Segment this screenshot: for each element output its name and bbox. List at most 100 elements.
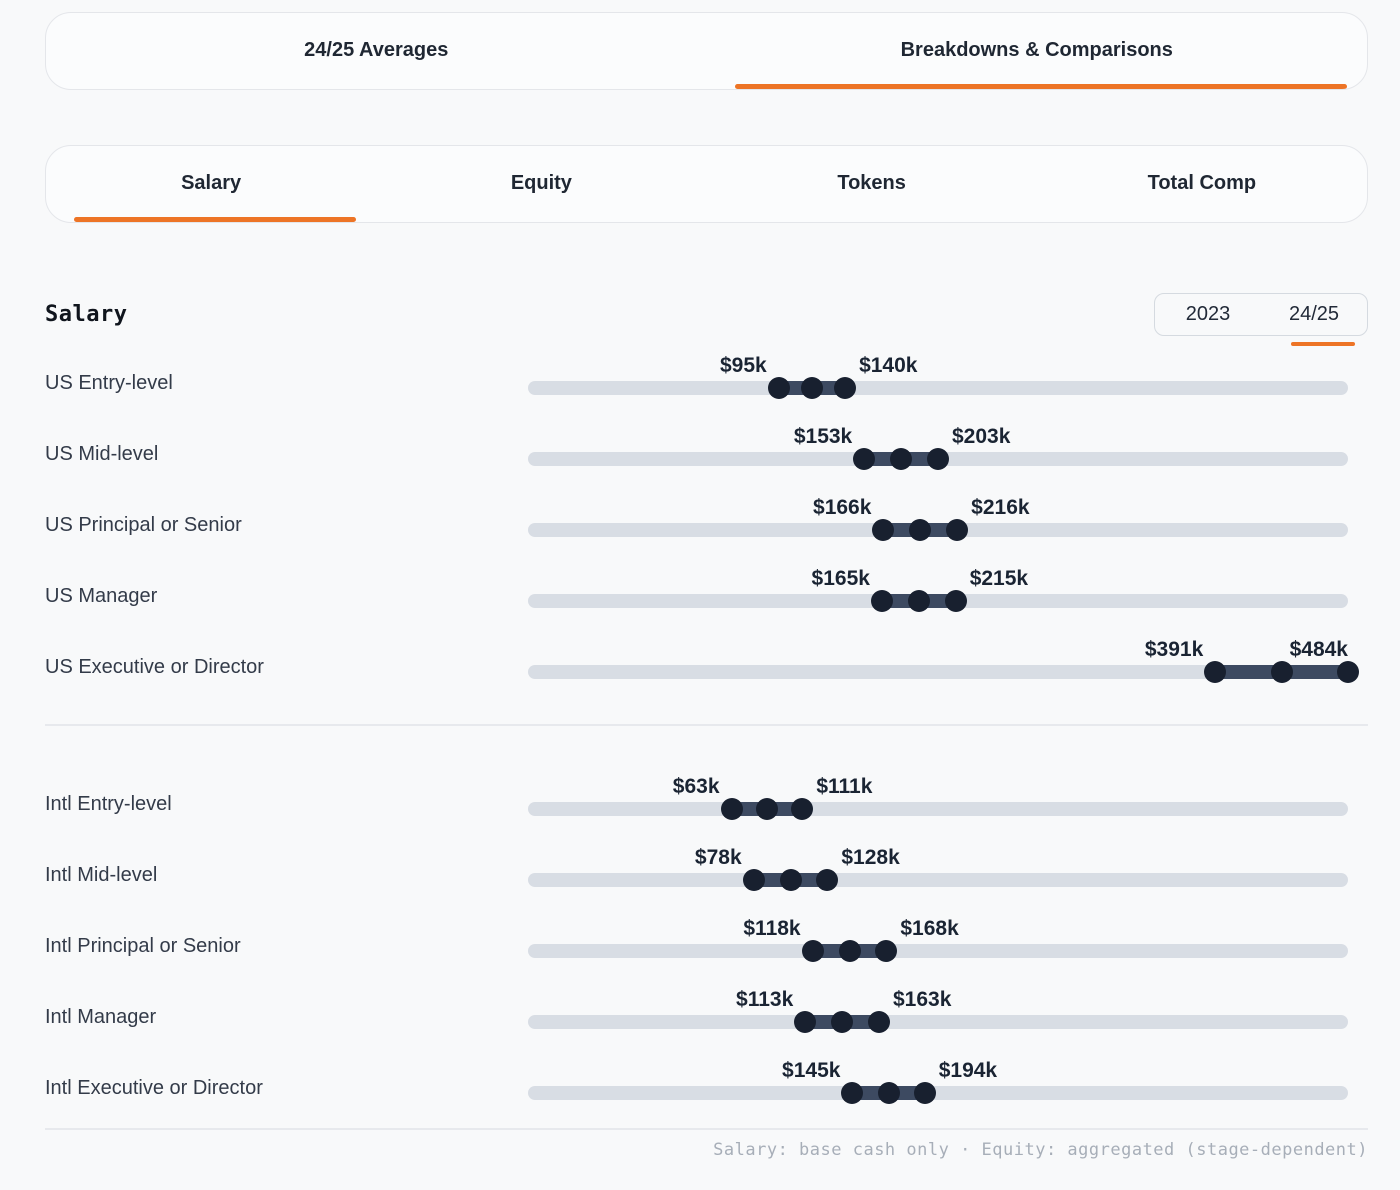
min-value-label: $63k xyxy=(672,774,720,798)
min-value-label: $165k xyxy=(811,566,870,590)
range-slider[interactable]: $78k $128k xyxy=(528,846,1348,891)
max-handle[interactable] xyxy=(816,868,839,891)
row-label: Intl Entry-level xyxy=(45,793,172,815)
range-slider[interactable]: $391k $484k xyxy=(528,638,1359,683)
slider-track xyxy=(528,447,1348,470)
range-slider[interactable]: $145k $194k xyxy=(528,1059,1348,1104)
slider-track xyxy=(528,518,1348,541)
mid-handle[interactable] xyxy=(755,797,778,820)
min-handle[interactable] xyxy=(841,1081,864,1104)
row-label: Intl Principal or Senior xyxy=(45,935,241,957)
slider-track xyxy=(528,1081,1348,1104)
min-value-label: $391k xyxy=(1144,637,1204,661)
max-handle[interactable] xyxy=(834,376,857,399)
range-slider[interactable]: $166k $216k xyxy=(528,496,1348,541)
min-handle[interactable] xyxy=(853,447,876,470)
max-value-label: $168k xyxy=(900,916,959,940)
salary-row: Intl Executive or Director $145k $194k xyxy=(45,1057,1348,1128)
range-slider[interactable]: $113k $163k xyxy=(528,988,1348,1033)
section-title: Salary xyxy=(45,301,128,327)
max-handle[interactable] xyxy=(944,589,967,612)
salary-row: Intl Mid-level $78k $128k xyxy=(45,844,1348,915)
max-handle[interactable] xyxy=(1337,660,1359,683)
slider-track xyxy=(528,939,1348,962)
mid-handle[interactable] xyxy=(909,518,932,541)
salary-row: US Entry-level $95k $140k xyxy=(45,352,1348,423)
footer-divider xyxy=(45,1128,1368,1130)
tab-breakdowns-comparisons[interactable]: Breakdowns & Comparisons xyxy=(707,13,1368,89)
max-value-label: $194k xyxy=(938,1058,998,1082)
row-label: US Entry-level xyxy=(45,372,173,394)
row-label: Intl Executive or Director xyxy=(45,1077,263,1099)
min-handle[interactable] xyxy=(872,518,895,541)
salary-row: Intl Entry-level $63k $111k xyxy=(45,773,1348,844)
year-option-2023[interactable]: 2023 xyxy=(1185,302,1231,325)
mid-handle[interactable] xyxy=(907,589,930,612)
salary-row: US Executive or Director $391k $484k xyxy=(45,636,1359,707)
view-tabbar: 24/25 Averages Breakdowns & Comparisons xyxy=(45,12,1368,90)
tab-total-comp[interactable]: Total Comp xyxy=(1147,172,1257,194)
max-value-label: $215k xyxy=(969,566,1029,590)
row-label: US Mid-level xyxy=(45,443,159,465)
max-value-label: $203k xyxy=(952,424,1011,448)
max-handle[interactable] xyxy=(913,1081,936,1104)
section-header: Salary 2023 24/25 xyxy=(45,286,1368,346)
salary-row: Intl Manager $113k $163k xyxy=(45,986,1348,1057)
min-handle[interactable] xyxy=(794,1010,817,1033)
max-value-label: $216k xyxy=(971,495,1030,519)
tab-tokens[interactable]: Tokens xyxy=(837,172,906,194)
slider-track xyxy=(528,1010,1348,1033)
tab-equity[interactable]: Equity xyxy=(510,172,572,194)
tab-salary[interactable]: Salary xyxy=(46,146,376,222)
mid-handle[interactable] xyxy=(800,376,823,399)
max-value-label: $111k xyxy=(816,774,873,798)
row-label: Intl Manager xyxy=(45,1006,157,1028)
year-option-2425[interactable]: 24/25 xyxy=(1288,302,1340,325)
row-label: US Executive or Director xyxy=(45,656,264,678)
range-slider[interactable]: $63k $111k xyxy=(528,775,1348,820)
slider-track xyxy=(528,589,1348,612)
salary-rows-us: US Entry-level $95k $140k US Mid-level $… xyxy=(45,352,1368,707)
min-handle[interactable] xyxy=(1204,660,1227,683)
salary-row: US Manager $165k $215k xyxy=(45,565,1348,636)
min-handle[interactable] xyxy=(742,868,765,891)
min-value-label: $118k xyxy=(743,916,801,940)
max-handle[interactable] xyxy=(875,939,898,962)
range-slider[interactable]: $153k $203k xyxy=(528,425,1348,470)
salary-row: US Mid-level $153k $203k xyxy=(45,423,1348,494)
tab-2425-averages[interactable]: 24/25 Averages xyxy=(304,39,449,61)
row-label: US Manager xyxy=(45,585,158,607)
slider-track xyxy=(528,797,1348,820)
mid-handle[interactable] xyxy=(890,447,913,470)
min-value-label: $153k xyxy=(793,424,853,448)
salary-rows-intl: Intl Entry-level $63k $111k Intl Mid-lev… xyxy=(45,726,1368,1128)
min-handle[interactable] xyxy=(870,589,893,612)
slider-track xyxy=(528,660,1359,683)
range-slider[interactable]: $118k $168k xyxy=(528,917,1348,962)
min-handle[interactable] xyxy=(720,797,743,820)
year-active-underline xyxy=(1291,341,1355,346)
max-handle[interactable] xyxy=(927,447,949,470)
group-divider xyxy=(45,724,1368,726)
max-handle[interactable] xyxy=(946,518,969,541)
min-value-label: $113k xyxy=(736,987,794,1011)
max-handle[interactable] xyxy=(791,797,814,820)
mid-handle[interactable] xyxy=(831,1010,854,1033)
row-label: Intl Mid-level xyxy=(45,864,158,886)
min-value-label: $78k xyxy=(694,845,742,869)
slider-track xyxy=(528,868,1348,891)
salary-row: US Principal or Senior $166k $216k xyxy=(45,494,1348,565)
range-slider[interactable]: $95k $140k xyxy=(528,354,1348,399)
max-handle[interactable] xyxy=(868,1010,890,1033)
min-handle[interactable] xyxy=(767,376,790,399)
mid-handle[interactable] xyxy=(1270,660,1293,683)
footer-note: Salary: base cash only · Equity: aggrega… xyxy=(713,1140,1368,1160)
min-handle[interactable] xyxy=(801,939,824,962)
mid-handle[interactable] xyxy=(877,1081,900,1104)
salary-row: Intl Principal or Senior $118k $168k xyxy=(45,915,1348,986)
row-label: US Principal or Senior xyxy=(45,514,242,536)
metric-tabbar: Salary Equity Tokens Total Comp xyxy=(45,145,1368,223)
mid-handle[interactable] xyxy=(838,939,861,962)
range-slider[interactable]: $165k $215k xyxy=(528,567,1348,612)
mid-handle[interactable] xyxy=(779,868,802,891)
